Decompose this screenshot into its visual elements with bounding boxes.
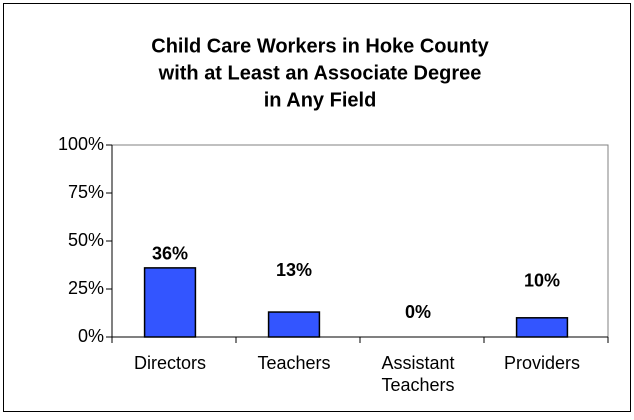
x-tick-label: Teachers xyxy=(257,353,331,373)
chart-border xyxy=(3,3,631,412)
x-tick-label: Providers xyxy=(503,353,581,373)
x-tick-label: Directors xyxy=(133,353,206,373)
bar xyxy=(267,311,321,338)
data-label: 0% xyxy=(405,302,431,322)
y-tick-label: 50% xyxy=(68,230,104,250)
data-label: 36% xyxy=(152,244,188,264)
x-tick-label: Assistant Teachers xyxy=(381,353,455,395)
y-tick-label: 25% xyxy=(68,278,104,298)
y-tick-label: 0% xyxy=(78,326,104,346)
chart-title: Child Care Workers in Hoke County xyxy=(151,35,489,57)
data-label: 10% xyxy=(524,271,560,291)
bar xyxy=(515,317,569,338)
data-label: 13% xyxy=(276,260,312,280)
chart-title: with at Least an Associate Degree xyxy=(158,62,482,84)
y-tick-label: 75% xyxy=(68,182,104,202)
y-tick-label: 100% xyxy=(58,134,104,154)
bar xyxy=(143,267,197,338)
chart-title: in Any Field xyxy=(264,89,377,111)
